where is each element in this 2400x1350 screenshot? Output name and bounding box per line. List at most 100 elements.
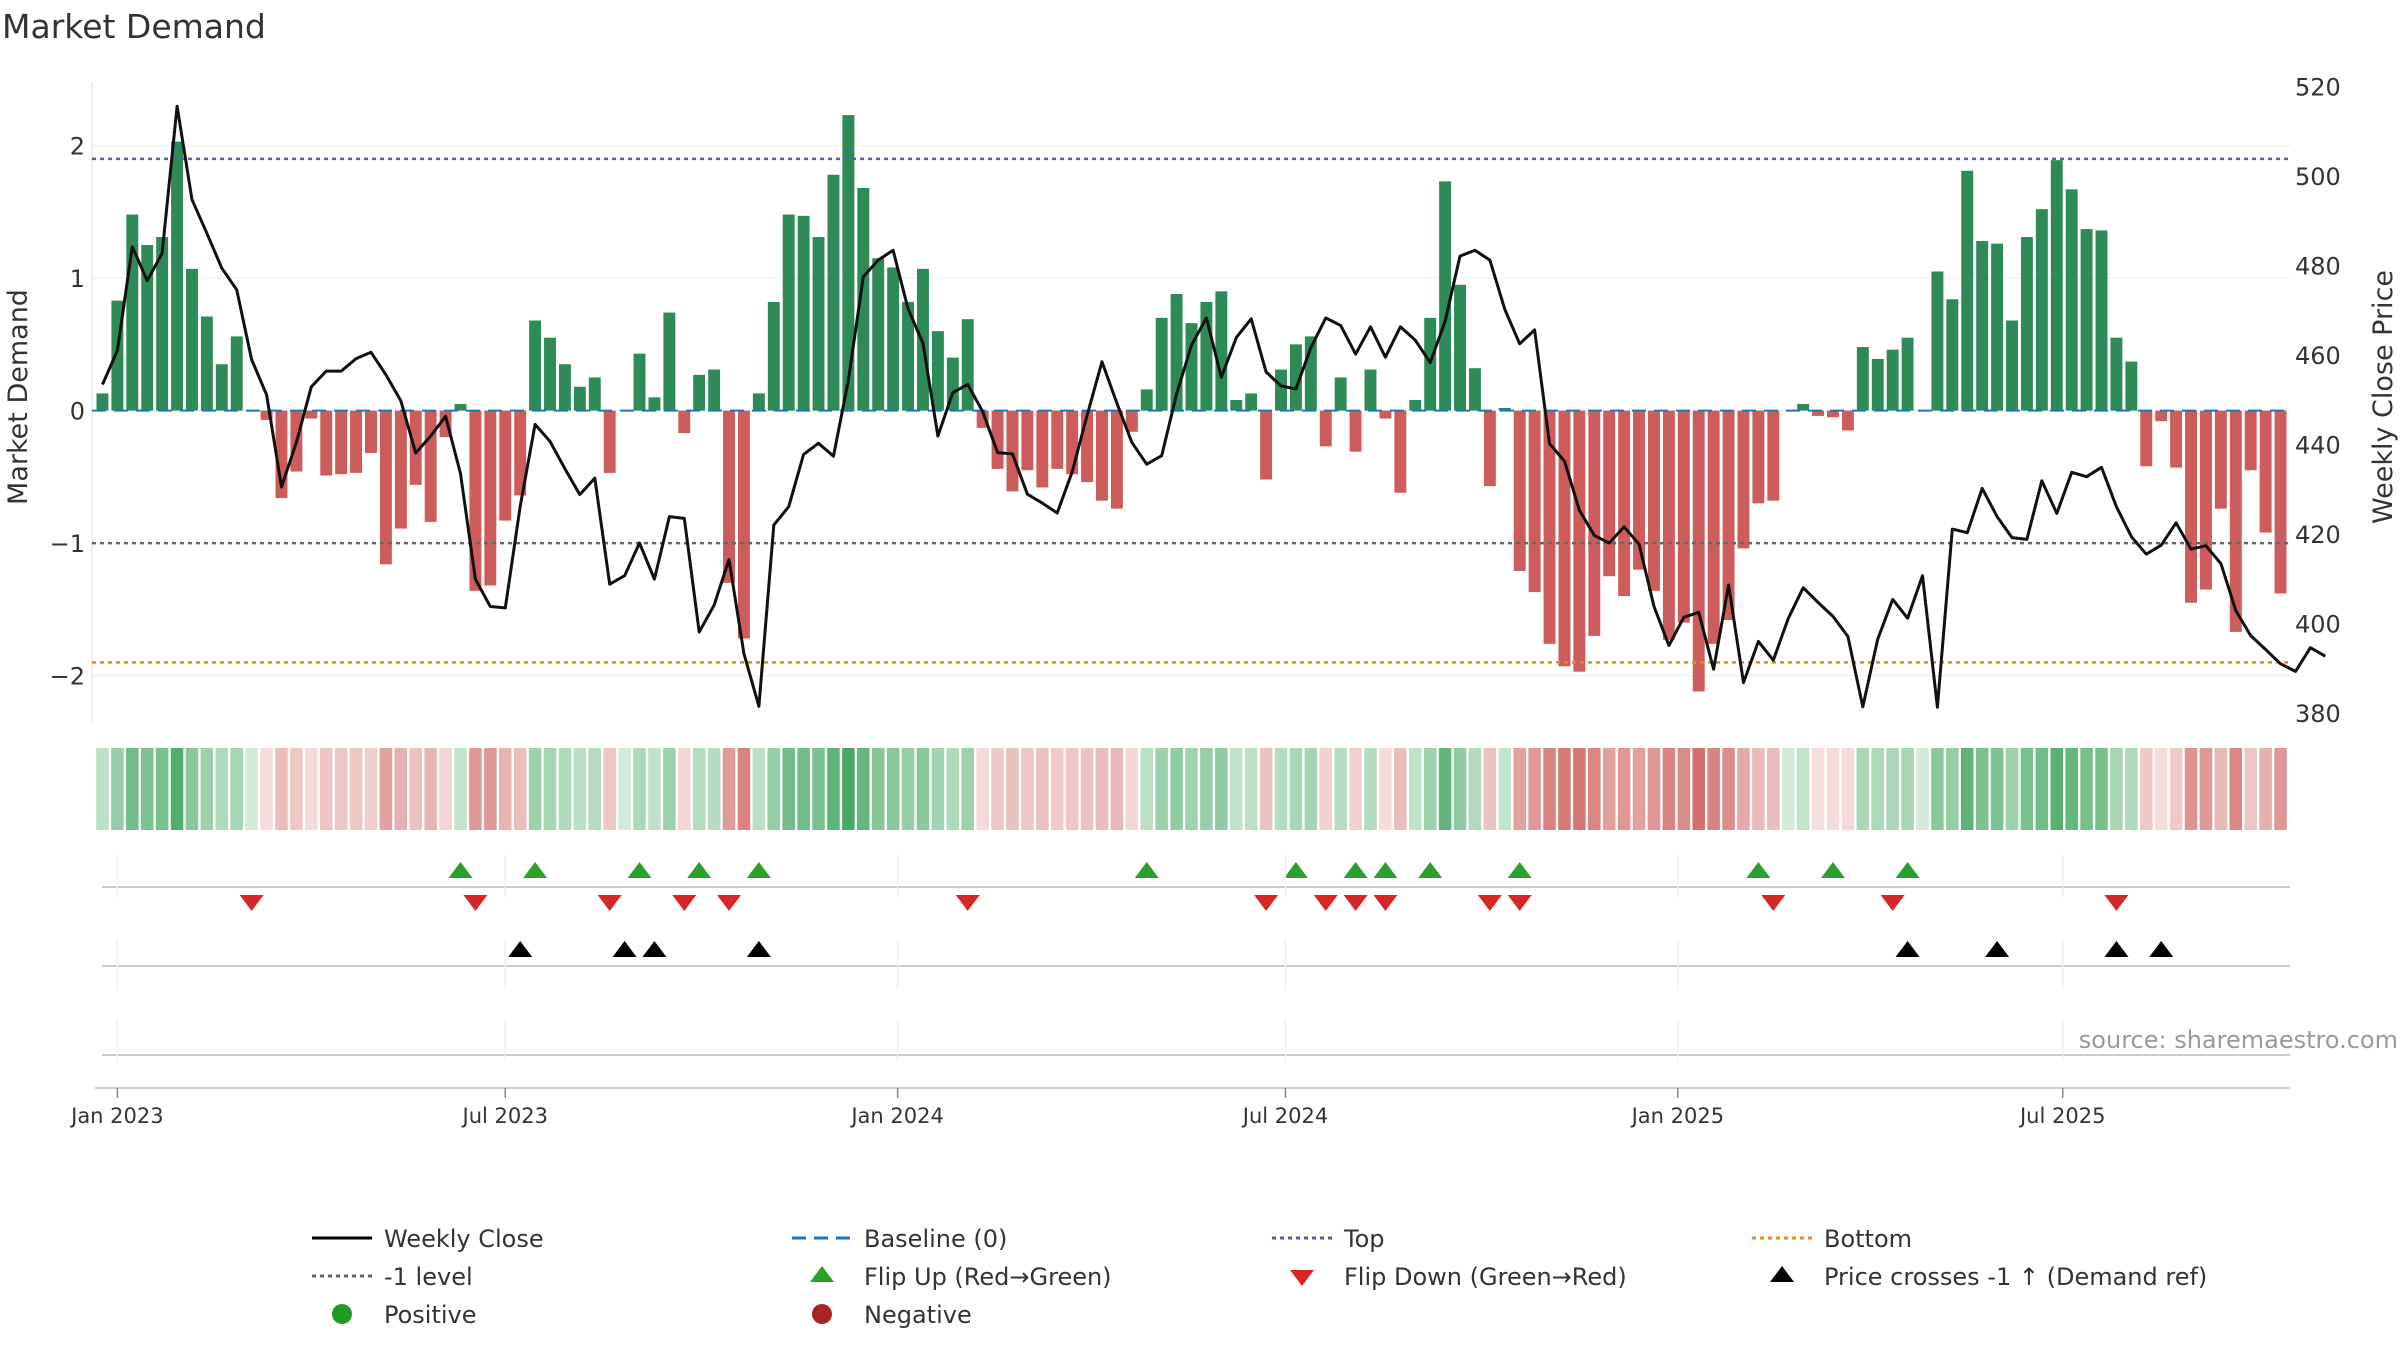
demand-bar [230, 336, 243, 411]
heat-cell [1215, 748, 1228, 830]
demand-bar [991, 410, 1004, 469]
demand-bar [484, 410, 497, 586]
heat-cell [1960, 748, 1974, 830]
heat-cell [334, 748, 348, 830]
heat-cell [409, 748, 423, 830]
heat-cell [1647, 748, 1661, 830]
heat-cell [2184, 748, 2198, 830]
heat-cell [305, 748, 318, 830]
demand-bar [1349, 410, 1362, 452]
flip-up-marker [523, 862, 548, 878]
heat-cell [200, 748, 214, 830]
x-axis: Jan 2023 Jul 2023 Jan 2024 Jul 2024 Jan 2025… [69, 855, 2290, 1128]
demand-bar [1901, 337, 1914, 411]
heat-cell [424, 748, 437, 830]
x-tick-label: Jul 2024 [1241, 1104, 1328, 1128]
weekly-close-line [101, 104, 2327, 709]
heat-cell [946, 748, 960, 830]
heat-cell [618, 748, 631, 830]
demand-bar [2020, 237, 2033, 411]
legend-label: Price crosses -1 ↑ (Demand ref) [1824, 1263, 2207, 1291]
heat-cell [1483, 748, 1497, 830]
heat-cell [976, 748, 989, 830]
demand-bar [469, 410, 482, 591]
demand-bar [1200, 301, 1213, 411]
demand-bar [320, 410, 333, 476]
heat-cell [96, 748, 109, 830]
demand-bar [1618, 410, 1631, 597]
heat-cell [692, 748, 706, 830]
demand-bar [1946, 299, 1959, 411]
heat-cell [812, 748, 825, 830]
heat-cell [140, 748, 154, 830]
left-axis-label: Market Demand [3, 289, 34, 505]
demand-bar [2110, 337, 2123, 411]
heat-cell [1901, 748, 1914, 830]
heat-cell [1244, 748, 1258, 830]
demand-bar [544, 337, 556, 411]
heat-cell [916, 748, 930, 830]
demand-bar [1722, 410, 1735, 620]
flip-up-marker [1343, 862, 1368, 878]
price-cross-marker [1895, 941, 1920, 957]
demand-bar [1364, 369, 1377, 411]
demand-bar [1797, 403, 1810, 411]
demand-bar [1394, 410, 1407, 493]
heat-cell [827, 748, 840, 830]
heat-cell [1289, 748, 1303, 830]
heat-cell [2140, 748, 2153, 830]
heat-cell [1200, 748, 1213, 830]
heat-cell [782, 748, 795, 830]
demand-bar [1021, 410, 1034, 471]
heat-cell [1946, 748, 1959, 830]
demand-bar [1379, 410, 1392, 419]
price-cross-panel [102, 941, 2290, 967]
heat-cell [2229, 748, 2243, 830]
heat-cell [722, 748, 736, 830]
demand-bar [797, 215, 810, 411]
price-cross-marker [642, 941, 667, 957]
flip-down-marker [239, 895, 264, 911]
demand-bar [1334, 377, 1347, 411]
heat-cell [260, 748, 273, 830]
demand-bar [171, 141, 184, 411]
heat-cell [1677, 748, 1691, 830]
heat-cell [454, 748, 467, 830]
demand-bar [1841, 410, 1854, 431]
demand-bar [200, 316, 213, 411]
heat-cell [1409, 748, 1422, 830]
heat-cell [155, 748, 169, 830]
x-tick-label: Jan 2023 [69, 1104, 164, 1128]
flip-up-marker [1373, 862, 1398, 878]
price-cross-marker [612, 941, 637, 957]
heat-cell [1722, 748, 1735, 830]
heat-cell [961, 748, 974, 830]
demand-bar [1961, 170, 1974, 411]
heat-cell [1931, 748, 1944, 830]
demand-bar [2095, 230, 2108, 411]
demand-bar [1319, 410, 1332, 447]
heat-cell [1125, 748, 1139, 830]
legend-swatch-triangle-up [810, 1266, 834, 1282]
demand-bar [2274, 410, 2287, 594]
demand-bar [976, 410, 989, 428]
heat-cell [2274, 748, 2287, 830]
demand-bar [708, 369, 721, 411]
right-tick-label: 440 [2295, 432, 2341, 460]
demand-bar [1066, 410, 1079, 475]
right-tick-label: 500 [2295, 163, 2341, 191]
flip-up-marker [1895, 862, 1920, 878]
demand-bar [1633, 410, 1646, 570]
demand-bar [2244, 410, 2257, 471]
heat-cell [1826, 748, 1840, 830]
heat-cell [379, 748, 393, 830]
heat-cell [842, 748, 855, 830]
legend-label: Weekly Close [384, 1225, 544, 1253]
flip-down-marker [2104, 895, 2129, 911]
demand-bar [2035, 209, 2048, 411]
heat-cell [707, 748, 721, 830]
demand-bar [1424, 317, 1437, 411]
heat-cell [439, 748, 452, 830]
heat-cell [1080, 748, 1094, 830]
